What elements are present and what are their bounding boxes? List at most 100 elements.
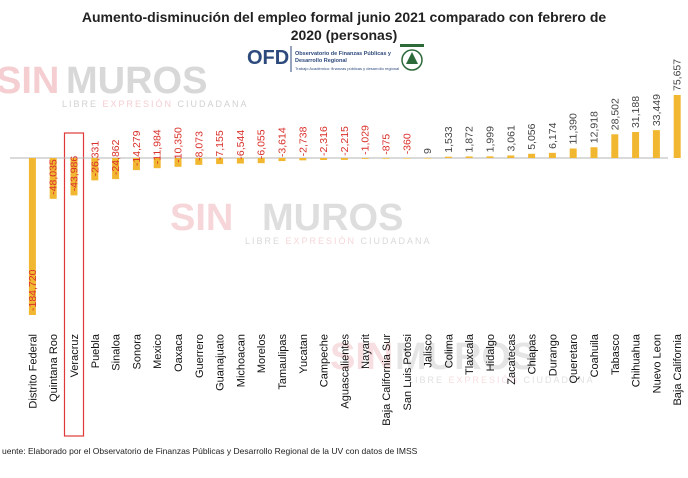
bar-tlaxcala	[465, 156, 473, 158]
category-label: Jalisco	[423, 334, 435, 368]
category-label: Sinaloa	[111, 333, 123, 371]
category-label: Baja California	[672, 333, 684, 405]
bar-chiapas	[528, 153, 536, 158]
bar-distrito-federal	[28, 158, 36, 315]
value-label: -7,155	[214, 130, 226, 160]
value-label: 5,056	[526, 123, 538, 149]
value-label: -43,986	[69, 156, 81, 192]
value-label: -2,316	[318, 126, 330, 156]
category-label: Nayarit	[360, 334, 372, 369]
value-label: -2,215	[339, 126, 351, 156]
value-label: 6,174	[547, 122, 559, 148]
value-label: -3,614	[277, 127, 289, 157]
category-label: Tamaulipas	[277, 334, 289, 390]
bar-veracruz	[70, 158, 78, 196]
value-label: -6,544	[235, 130, 247, 160]
value-label: -14,279	[131, 130, 143, 166]
value-label: -2,738	[297, 126, 309, 156]
bar-coahuila	[590, 147, 598, 158]
value-label: -24,862	[110, 139, 122, 175]
bar-nuevo-leon	[652, 130, 660, 158]
bar-oaxaca	[174, 158, 182, 167]
category-label: Guerrero	[194, 334, 206, 378]
bar-sinaloa	[112, 158, 120, 180]
category-label: Michoacan	[235, 334, 247, 387]
watermark-middle: SIN MUROS LIBRE EXPRESIÓN CIUDADANA	[170, 197, 432, 246]
category-label: Morelos	[256, 334, 268, 374]
value-label: 1,872	[464, 126, 476, 152]
ofd-name-line-1: Observatorio de Finanzas Públicas y	[295, 51, 392, 57]
bar-campeche	[320, 158, 328, 160]
bar-quintana-roo	[49, 158, 57, 199]
ofd-tagline: Trabajo Académico: finanzas públicas y d…	[295, 66, 399, 71]
category-label: San Luis Potosi	[402, 334, 414, 410]
bar-jalisco	[424, 157, 432, 159]
category-label: Queretaro	[568, 334, 580, 384]
value-label: -11,984	[152, 129, 164, 164]
category-label: Campeche	[319, 334, 331, 387]
watermark-tagline: LIBRE EXPRESIÓN CIUDADANA	[62, 99, 249, 109]
bar-series	[28, 95, 681, 315]
value-label: 1,999	[485, 126, 497, 152]
source-note: uente: Elaborado por el Observatorio de …	[2, 446, 418, 456]
category-label: Zacatecas	[506, 334, 518, 385]
watermark-sin: SIN	[0, 60, 59, 102]
value-label: 11,390	[568, 113, 580, 144]
value-label: 1,533	[443, 126, 455, 152]
value-label: 33,449	[651, 94, 663, 126]
ofd-name-line-2: Desarrollo Regional	[295, 58, 347, 64]
bar-baja-california	[673, 95, 681, 158]
value-label: 31,188	[630, 96, 642, 128]
value-label: 12,918	[589, 111, 601, 143]
value-label: -360	[401, 133, 413, 154]
watermark-sin: SIN	[330, 336, 393, 378]
value-label-group: -184,720 -48,035 -43,986 -26,331 -24,862 -14,…	[27, 59, 684, 311]
value-label: 75,657	[672, 59, 684, 91]
bar-tabasco	[611, 134, 619, 158]
chart-title-line-2: 2020 (personas)	[291, 27, 398, 43]
category-label: Veracruz	[69, 334, 81, 377]
bar-colima	[444, 156, 452, 158]
category-label: Baja California Sur	[381, 334, 393, 426]
watermark-muros: MUROS	[262, 197, 403, 239]
category-label: Sonora	[131, 333, 143, 369]
watermark-top: SIN MUROS LIBRE EXPRESIÓN CIUDADANA	[0, 60, 249, 109]
bar-durango	[548, 152, 556, 158]
ofd-acronym: OFD	[247, 47, 289, 69]
bar-san-luis-potosi	[403, 158, 411, 159]
category-label: Chihuahua	[631, 333, 643, 387]
bar-sonora	[132, 158, 140, 171]
ofd-logo: OFD Observatorio de Finanzas Públicas y …	[247, 44, 424, 72]
watermark-muros: MUROS	[66, 60, 207, 102]
value-label: 3,061	[505, 125, 517, 151]
value-label: 28,502	[609, 98, 621, 130]
category-label: Distrito Federal	[27, 334, 39, 409]
value-label: -875	[381, 134, 393, 155]
category-label: Hidalgo	[485, 334, 497, 371]
category-label: Chiapas	[527, 334, 539, 375]
bar-baja-california-sur	[382, 158, 390, 159]
watermark-tagline: LIBRE EXPRESIÓN CIUDADANA	[245, 236, 432, 246]
bar-chihuahua	[632, 132, 640, 158]
bar-nayarit	[361, 158, 369, 159]
category-label: Aguascalientes	[339, 334, 351, 409]
category-label: Coahuila	[589, 333, 601, 377]
bar-hidalgo	[486, 156, 494, 158]
watermark-muros: MUROS	[395, 336, 536, 378]
bar-zacatecas	[507, 155, 515, 158]
value-label: -48,035	[48, 159, 60, 195]
category-label: Colima	[443, 333, 455, 368]
bar-guerrero	[195, 158, 203, 165]
university-seal-icon	[400, 44, 424, 71]
bar-tamaulipas	[278, 158, 286, 162]
bar-yucatan	[299, 158, 307, 161]
bar-michoacan	[236, 158, 244, 164]
chart-title-line-1: Aumento-disminución del empleo formal ju…	[82, 9, 607, 25]
category-label: Tlaxcala	[464, 333, 476, 375]
category-label: Yucatan	[298, 334, 310, 374]
value-label: -8,073	[193, 131, 205, 161]
bar-puebla	[91, 158, 99, 181]
value-label: -6,055	[256, 129, 268, 159]
value-label: -10,350	[173, 127, 185, 163]
